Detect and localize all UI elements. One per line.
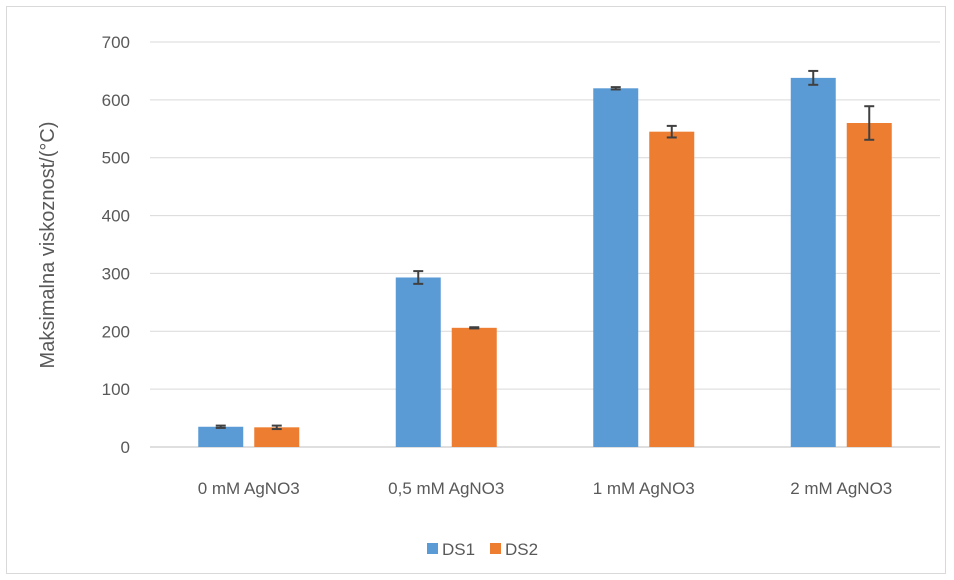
y-tick-label: 400 [102,207,130,226]
error-bar-ds2-1 [469,326,480,330]
x-tick-label: 2 mM AgNO3 [790,479,892,498]
legend-item-ds1: DS1 [427,540,475,559]
error-bar-ds1-0 [215,424,226,429]
legend-swatch [490,543,501,554]
y-tick-label: 600 [102,91,130,110]
error-bar-ds2-0 [271,424,282,431]
y-tick-label: 200 [102,322,130,341]
error-bars [215,69,875,431]
y-tick-labels: 0 100 200 300 400 500 600 700 [102,33,130,457]
legend-swatch [427,543,438,554]
bars [198,77,892,448]
error-bar-ds1-3 [808,69,819,86]
chart-frame [6,6,946,574]
bar-ds1-3 [790,77,836,447]
legend-item-ds2: DS2 [490,540,538,559]
y-axis-title: Maksimalna viskoznost/(°C) [37,122,59,369]
x-tick-labels: 0 mM AgNO3 0,5 mM AgNO3 1 mM AgNO3 2 mM AgN… [198,479,893,498]
legend: DS1 DS2 [427,540,538,559]
error-bar-ds1-2 [610,86,621,91]
y-tick-label: 300 [102,264,130,283]
y-tick-label: 0 [121,438,130,457]
x-tick-label: 0,5 mM AgNO3 [388,479,504,498]
bar-ds2-0 [254,427,300,447]
y-tick-label: 500 [102,149,130,168]
bar-ds1-0 [198,426,244,447]
y-tick-label: 700 [102,33,130,52]
bar-ds2-3 [846,123,892,447]
x-tick-label: 1 mM AgNO3 [593,479,695,498]
bar-ds1-1 [395,277,441,447]
bar-ds2-2 [649,131,695,447]
legend-label: DS2 [505,540,538,559]
x-tick-label: 0 mM AgNO3 [198,479,300,498]
bar-ds2-1 [451,327,497,447]
bar-ds1-2 [593,88,639,448]
error-bar-ds2-2 [666,124,677,139]
legend-label: DS1 [442,540,475,559]
error-bar-ds2-3 [864,105,875,141]
y-tick-label: 100 [102,380,130,399]
error-bar-ds1-1 [413,270,424,285]
